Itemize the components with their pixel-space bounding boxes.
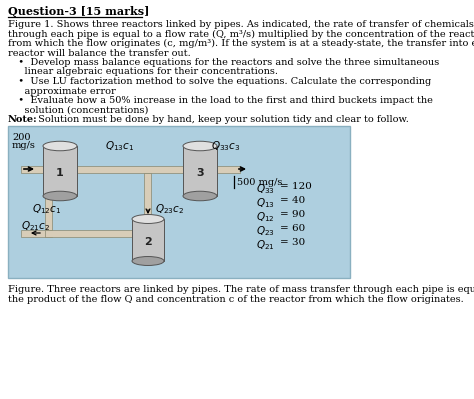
Text: = 60: = 60: [280, 224, 305, 233]
Text: $Q_{33}$: $Q_{33}$: [256, 182, 275, 196]
Bar: [46, 229, 148, 237]
Text: = 120: = 120: [280, 182, 312, 191]
Text: 500 mg/s: 500 mg/s: [237, 178, 283, 187]
Text: $Q_{12}c_1$: $Q_{12}c_1$: [32, 202, 62, 216]
Text: linear algebraic equations for their concentrations.: linear algebraic equations for their con…: [12, 67, 278, 77]
Ellipse shape: [43, 191, 77, 201]
Text: $Q_{21}$: $Q_{21}$: [256, 238, 275, 252]
Text: 1: 1: [56, 168, 64, 178]
Text: Note:: Note:: [8, 115, 37, 124]
Bar: [21, 166, 240, 172]
Text: from which the flow originates (c, mg/m³). If the system is at a steady-state, t: from which the flow originates (c, mg/m³…: [8, 39, 474, 48]
Bar: [132, 219, 164, 261]
Text: Question-3 [15 marks]: Question-3 [15 marks]: [8, 6, 149, 17]
Text: 200: 200: [12, 133, 30, 142]
Text: Figure 1. Shows three reactors linked by pipes. As indicated, the rate of transf: Figure 1. Shows three reactors linked by…: [8, 20, 474, 29]
Ellipse shape: [183, 191, 217, 201]
Text: •  Develop mass balance equations for the reactors and solve the three simultane: • Develop mass balance equations for the…: [12, 58, 439, 67]
Text: •  Use LU factorization method to solve the equations. Calculate the correspondi: • Use LU factorization method to solve t…: [12, 77, 431, 86]
Text: Solution must be done by hand, keep your solution tidy and clear to follow.: Solution must be done by hand, keep your…: [35, 115, 409, 124]
Bar: [8, 126, 350, 278]
Text: $Q_{23}c_2$: $Q_{23}c_2$: [155, 202, 184, 216]
Text: $Q_{21}c_2$: $Q_{21}c_2$: [21, 219, 50, 233]
Text: $Q_{33}c_3$: $Q_{33}c_3$: [211, 139, 241, 153]
Bar: [46, 196, 53, 233]
Bar: [183, 146, 217, 196]
Text: •  Evaluate how a 50% increase in the load to the first and third buckets impact: • Evaluate how a 50% increase in the loa…: [12, 96, 433, 105]
Bar: [21, 229, 53, 237]
Bar: [145, 172, 152, 219]
Text: = 30: = 30: [280, 238, 305, 247]
Text: = 90: = 90: [280, 210, 305, 219]
Text: solution (concentrations): solution (concentrations): [12, 105, 148, 115]
Text: through each pipe is equal to a flow rate (Q, m³/s) multiplied by the concentrat: through each pipe is equal to a flow rat…: [8, 30, 474, 39]
Ellipse shape: [43, 141, 77, 151]
Text: = 40: = 40: [280, 196, 305, 205]
Text: Figure. Three reactors are linked by pipes. The rate of mass transfer through ea: Figure. Three reactors are linked by pip…: [8, 285, 474, 294]
Text: $Q_{23}$: $Q_{23}$: [256, 224, 275, 238]
Ellipse shape: [132, 215, 164, 223]
Text: reactor will balance the transfer out.: reactor will balance the transfer out.: [8, 49, 191, 57]
Text: approximate error: approximate error: [12, 87, 116, 95]
Text: 2: 2: [144, 237, 152, 247]
Text: 3: 3: [196, 168, 204, 178]
Ellipse shape: [132, 257, 164, 265]
Text: $Q_{13}c_1$: $Q_{13}c_1$: [105, 139, 135, 153]
Text: the product of the flow Q and concentration c of the reactor from which the flow: the product of the flow Q and concentrat…: [8, 294, 464, 304]
Ellipse shape: [183, 141, 217, 151]
Text: mg/s: mg/s: [12, 141, 36, 150]
Text: $Q_{13}$: $Q_{13}$: [256, 196, 275, 210]
Text: $Q_{12}$: $Q_{12}$: [256, 210, 274, 224]
Bar: [43, 146, 77, 196]
